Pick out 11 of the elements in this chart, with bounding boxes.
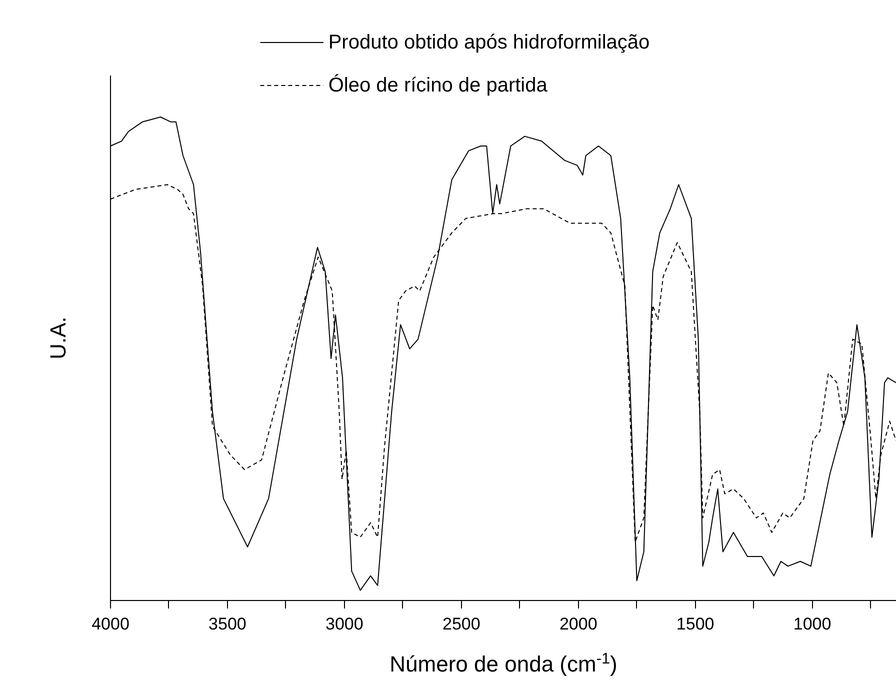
x-tick-label: 1500: [676, 614, 714, 634]
x-tick-label: 3000: [326, 614, 364, 634]
y-axis-title: U.A.: [46, 316, 70, 360]
x-tick-label: 4000: [92, 614, 130, 634]
x-tick-label: 2500: [442, 614, 480, 634]
x-tick-label: 2000: [559, 614, 598, 634]
x-tick-label: 3500: [208, 614, 246, 634]
x-axis-title: Número de onda (cm$^{-1}$): [390, 650, 618, 676]
legend-label: Produto obtido após hidroformilação: [328, 32, 650, 54]
x-tick-label: 1000: [793, 614, 832, 634]
legend-label: Óleo de rícino de partida: [328, 74, 548, 96]
